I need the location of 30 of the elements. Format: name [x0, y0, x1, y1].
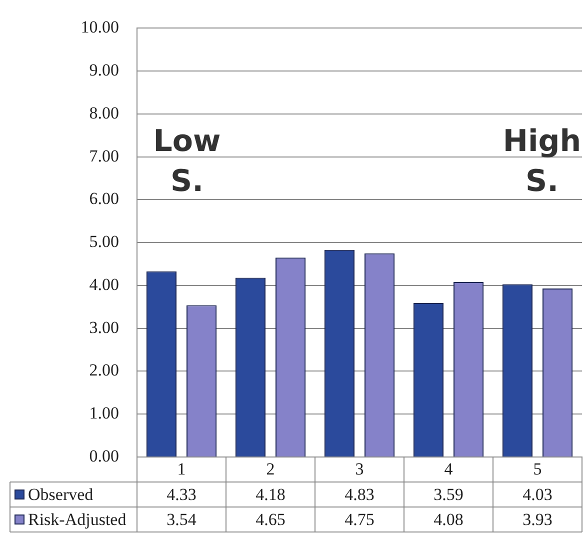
- legend-label: Risk-Adjusted: [28, 510, 127, 529]
- annotation: High S.: [502, 124, 582, 199]
- data-label: 4.03: [522, 484, 552, 504]
- y-tick-label: 1.00: [89, 404, 119, 423]
- y-tick-label: 5.00: [89, 232, 119, 252]
- data-label: 3.93: [522, 510, 552, 529]
- y-tick-label: 0.00: [89, 446, 119, 466]
- y-tick-label: 6.00: [89, 189, 119, 208]
- data-label: 4.18: [256, 484, 286, 504]
- data-label: 4.65: [256, 510, 286, 529]
- y-tick-label: 7.00: [89, 146, 119, 166]
- y-tick-label: 4.00: [89, 274, 119, 294]
- x-tick-label: 4: [444, 460, 454, 479]
- y-tick-label: 2.00: [89, 360, 119, 380]
- data-label: 3.54: [166, 510, 197, 529]
- data-label: 4.33: [166, 484, 196, 504]
- data-label: 4.08: [434, 510, 464, 529]
- data-label: 3.59: [434, 484, 464, 504]
- y-tick-label: 3.00: [89, 318, 119, 337]
- x-tick-label: 1: [177, 460, 186, 479]
- annotation: Low S.: [153, 124, 221, 199]
- x-tick-label: 5: [533, 460, 542, 479]
- data-label: 4.83: [344, 484, 374, 504]
- legend-label: Observed: [28, 484, 94, 504]
- y-tick-label: 10.00: [80, 18, 119, 37]
- y-tick-label: 8.00: [89, 103, 119, 122]
- data-label: 4.75: [344, 510, 374, 529]
- x-tick-label: 3: [355, 460, 364, 479]
- x-tick-label: 2: [266, 460, 275, 479]
- y-tick-label: 9.00: [89, 60, 119, 80]
